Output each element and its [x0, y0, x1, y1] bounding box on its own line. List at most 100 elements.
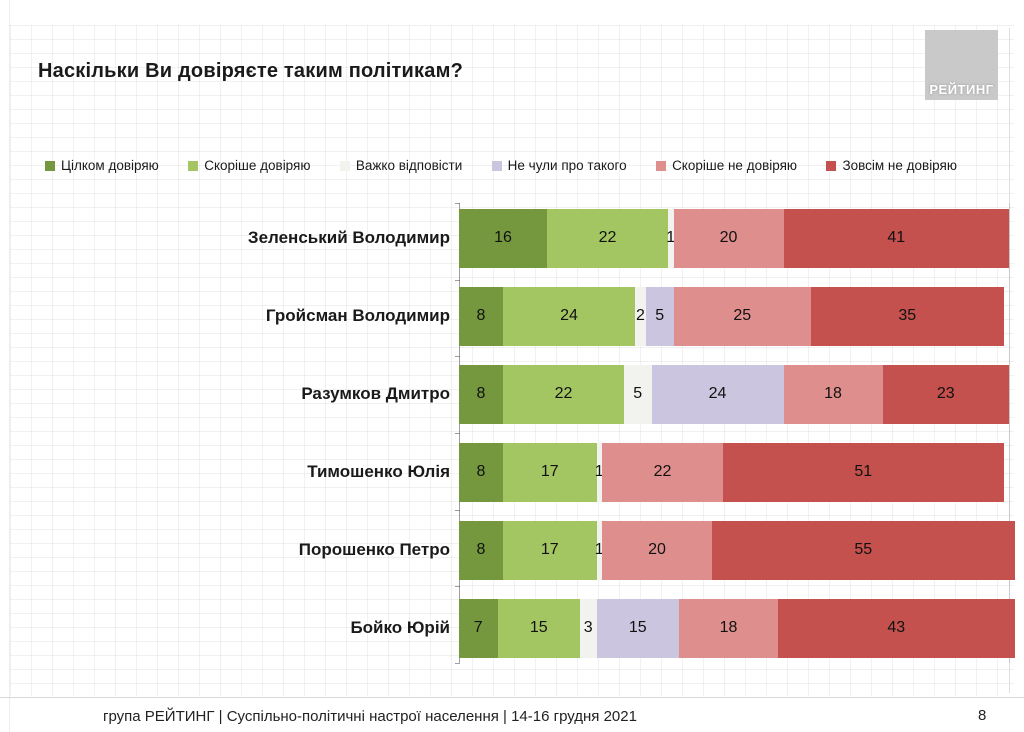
axis-tick — [455, 510, 460, 511]
value-label: 7 — [473, 619, 483, 636]
value-label: 8 — [476, 463, 486, 480]
legend-item: Цілком довіряю — [45, 158, 159, 173]
category-label: Тимошенко Юлія — [307, 462, 450, 481]
value-label: 23 — [936, 385, 955, 402]
legend-item: Скоріше не довіряю — [656, 158, 797, 173]
bar-row: Порошенко Петро 8 17 1 20 55 — [0, 511, 1024, 589]
value-label: 18 — [824, 385, 842, 402]
value-label: 20 — [719, 229, 738, 246]
footer-source-text: група РЕЙТИНГ | Суспільно-політичні наст… — [103, 708, 637, 725]
legend-label: Не чули про такого — [507, 158, 627, 173]
bar-segment: 24 — [503, 286, 635, 346]
rating-logo: РЕЙТИНГ — [925, 30, 998, 100]
footer-divider — [0, 697, 1024, 698]
bar-row: Тимошенко Юлія 8 17 1 22 51 — [0, 433, 1024, 511]
legend-item: Важко відповісти — [339, 158, 463, 173]
bar-segment: 17 — [503, 442, 597, 502]
category-label: Гройсман Володимир — [265, 306, 450, 325]
bar-segment: 55 — [712, 520, 1015, 580]
bar-segment: 25 — [673, 286, 811, 346]
value-label: 22 — [598, 229, 617, 246]
value-label: 55 — [854, 541, 873, 558]
category-label: Бойко Юрій — [350, 618, 450, 637]
bar-segment: 18 — [783, 364, 883, 424]
right-border-line — [1009, 28, 1010, 693]
category-label: Зеленський Володимир — [247, 228, 450, 247]
chart-legend: Цілком довіряю Скоріше довіряю Важко відпо… — [45, 158, 957, 173]
axis-tick — [455, 280, 460, 281]
bar-segment: 8 — [459, 364, 503, 424]
bar-segment: 8 — [459, 286, 503, 346]
value-label: 15 — [628, 619, 647, 636]
value-label: 35 — [898, 307, 917, 324]
legend-swatch — [188, 160, 199, 171]
bar-segment: 20 — [602, 520, 712, 580]
page-title: Наскільки Ви довіряєте таким політикам? — [38, 60, 463, 82]
stacked-bar: 8 22 5 24 18 23 — [459, 364, 1009, 424]
value-label: 16 — [494, 229, 512, 246]
value-label: 25 — [733, 307, 752, 324]
stacked-bar: 8 17 1 20 55 — [459, 520, 1015, 580]
bar-segment: 5 — [646, 286, 674, 346]
value-label: 8 — [476, 541, 486, 558]
bar-segment: 16 — [459, 208, 547, 268]
legend-label: Цілком довіряю — [61, 158, 159, 173]
legend-item: Не чули про такого — [491, 158, 627, 173]
bar-segment: 24 — [651, 364, 784, 424]
bar-segment: 41 — [783, 208, 1009, 268]
value-label: 15 — [529, 619, 548, 636]
bar-segment: 2 — [635, 286, 646, 346]
bar-segment: 22 — [602, 442, 723, 502]
legend-label: Важко відповісти — [355, 158, 463, 173]
bar-segment: 7 — [459, 598, 498, 658]
value-label: 24 — [560, 307, 578, 324]
bar-segment: 8 — [459, 520, 503, 580]
stacked-bar: 16 22 1 20 41 — [459, 208, 1009, 268]
axis-tick — [455, 203, 460, 204]
legend-label: Скоріше довіряю — [204, 158, 311, 173]
value-label: 22 — [554, 385, 573, 402]
bar-segment: 15 — [497, 598, 580, 658]
value-label: 2 — [636, 307, 645, 324]
rating-logo-text: РЕЙТИНГ — [929, 82, 994, 97]
bar-segment: 1 — [595, 442, 604, 502]
legend-label: Зовсім не довіряю — [842, 158, 957, 173]
value-label: 1 — [594, 541, 604, 558]
left-border-line — [9, 0, 10, 732]
bar-segment: 22 — [503, 364, 624, 424]
bar-segment: 51 — [723, 442, 1004, 502]
legend-swatch — [45, 160, 55, 171]
value-label: 20 — [648, 541, 666, 558]
bar-segment: 35 — [811, 286, 1004, 346]
bar-row: Зеленський Володимир 16 22 1 20 41 — [0, 199, 1024, 277]
value-label: 22 — [653, 463, 672, 480]
axis-tick — [455, 586, 460, 587]
value-label: 3 — [583, 619, 593, 636]
bar-row: Разумков Дмитро 8 22 5 24 18 23 — [0, 355, 1024, 433]
bar-row: Бойко Юрій 7 15 3 15 18 43 — [0, 589, 1024, 667]
value-label: 17 — [540, 463, 559, 480]
stacked-bar: 8 17 1 22 51 — [459, 442, 1004, 502]
value-label: 1 — [666, 229, 676, 246]
bar-segment: 1 — [594, 520, 604, 580]
value-label: 5 — [633, 385, 643, 402]
bar-segment: 3 — [580, 598, 597, 658]
category-label: Порошенко Петро — [298, 540, 450, 559]
value-label: 5 — [655, 307, 665, 324]
value-label: 18 — [719, 619, 738, 636]
legend-swatch — [491, 160, 502, 171]
value-label: 24 — [708, 385, 727, 402]
category-label: Разумков Дмитро — [301, 384, 450, 403]
legend-swatch — [339, 160, 350, 171]
bar-segment: 22 — [547, 208, 668, 268]
value-label: 17 — [540, 541, 559, 558]
bar-segment: 18 — [679, 598, 778, 658]
value-label: 8 — [476, 385, 486, 402]
value-label: 43 — [887, 619, 906, 636]
value-label: 8 — [476, 307, 486, 324]
axis-tick — [455, 433, 460, 434]
gridline-100pct — [1009, 203, 1010, 663]
bar-segment: 17 — [503, 520, 597, 580]
axis-tick — [455, 663, 460, 664]
